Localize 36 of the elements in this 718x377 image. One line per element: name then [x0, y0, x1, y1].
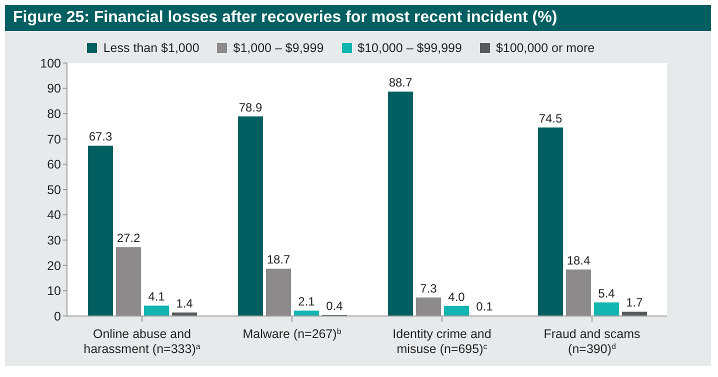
data-label: 67.3	[88, 130, 112, 144]
chart-title: Figure 25: Financial losses after recoveries for most recent incident (%)	[5, 5, 711, 31]
data-label: 0.1	[476, 300, 494, 314]
legend-label: $10,000 – $99,999	[358, 41, 462, 55]
data-label: 1.4	[176, 296, 194, 310]
data-label: 74.5	[538, 112, 562, 126]
y-tick-label: 70	[47, 132, 62, 146]
x-tick-label: Fraud and scams (n=390)$^{d}$	[544, 327, 640, 356]
y-tick-label: 50	[47, 182, 62, 197]
data-label: 18.7	[266, 252, 290, 267]
data-label: 2.1	[298, 294, 316, 309]
data-label: 4.1	[148, 290, 166, 304]
data-label: 0.4	[326, 298, 344, 313]
y-tick-label: 0	[54, 309, 62, 324]
y-tick-label: 10	[47, 284, 62, 298]
y-tick-label: 40	[47, 208, 62, 222]
y-tick-label: 100	[40, 56, 62, 70]
y-tick-label: 20	[47, 258, 62, 273]
data-label: 18.4	[566, 253, 590, 268]
data-label: 27.2	[116, 231, 140, 246]
data-label: 5.4	[598, 286, 616, 300]
data-label: 4.0	[448, 290, 466, 304]
y-tick-label: 30	[47, 234, 62, 248]
legend-label: $100,000 or more	[496, 41, 595, 55]
x-tick-label: Malware (n=267)$^{b}$	[242, 326, 342, 341]
x-tick-label: Identity crime and misuse (n=695)$^{c}$	[392, 327, 492, 356]
legend-label: $1,000 – $9,999	[233, 41, 324, 55]
x-tick-label: Online abuse and harassment (n=333)$^{a}$	[84, 327, 201, 356]
data-label: 7.3	[420, 282, 438, 296]
y-tick-label: 60	[47, 158, 62, 172]
data-label: 78.9	[238, 100, 262, 114]
legend-label: Less than $1,000	[103, 41, 200, 55]
data-label: 88.7	[388, 76, 412, 90]
y-tick-label: 90	[47, 82, 62, 96]
data-label: 1.7	[626, 296, 644, 310]
y-tick-label: 80	[47, 107, 62, 122]
